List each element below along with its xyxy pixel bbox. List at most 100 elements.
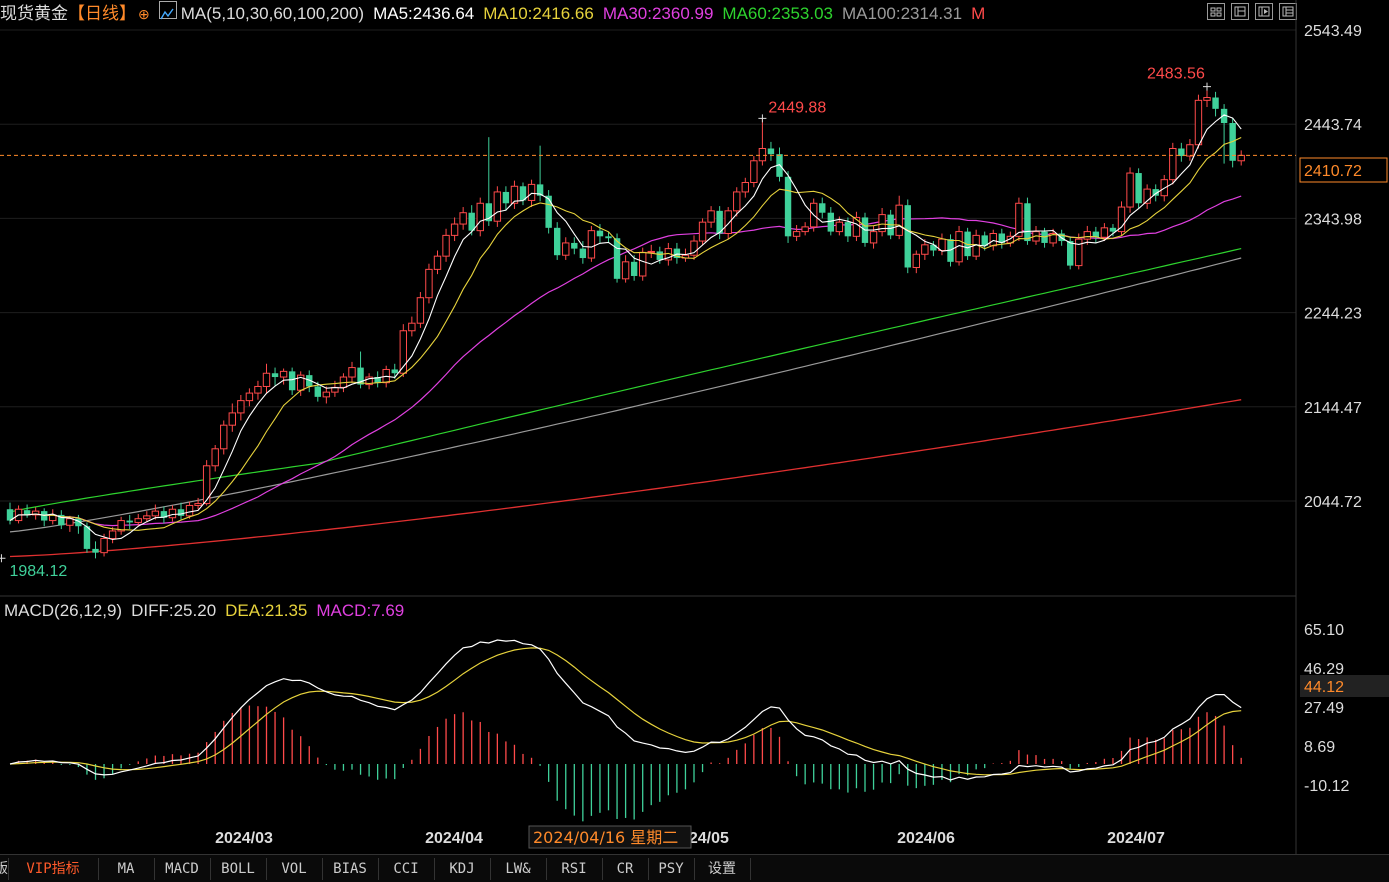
candle-body bbox=[758, 148, 767, 162]
candle-body bbox=[408, 322, 416, 332]
tab-boll[interactable]: BOLL bbox=[210, 858, 267, 880]
candle-body bbox=[1212, 97, 1219, 109]
grid-icon[interactable] bbox=[1207, 3, 1225, 20]
period-label[interactable]: 【日线】 bbox=[68, 4, 136, 23]
candle-body bbox=[92, 548, 99, 553]
more-ma-indicator[interactable]: M bbox=[971, 4, 986, 23]
candle-body bbox=[117, 520, 125, 532]
settings-target-icon[interactable]: ⊕ bbox=[138, 6, 150, 22]
crosshair-date-badge: 2024/04/16 星期二 bbox=[528, 825, 692, 849]
candle-body bbox=[1109, 227, 1117, 232]
candle-body bbox=[177, 509, 185, 516]
candle-body bbox=[493, 191, 502, 222]
candle-body bbox=[989, 232, 997, 247]
candle-body bbox=[630, 261, 638, 276]
macd-params[interactable]: MACD(26,12,9) bbox=[4, 601, 123, 620]
candle-body bbox=[519, 186, 527, 201]
macd-diff-line bbox=[9, 639, 1242, 781]
candle-body bbox=[621, 261, 630, 280]
price-tick-label: 2144.47 bbox=[1304, 400, 1362, 417]
chart-type-icon[interactable] bbox=[158, 1, 177, 20]
candle-body bbox=[160, 511, 168, 518]
tab-[interactable]: 设置 bbox=[694, 858, 751, 880]
tab-cr[interactable]: CR bbox=[602, 858, 649, 880]
candle-body bbox=[784, 176, 792, 237]
candle-body bbox=[673, 248, 681, 259]
extreme-marker bbox=[758, 114, 767, 123]
candle-body bbox=[536, 184, 544, 196]
candle-body bbox=[571, 242, 578, 249]
candle-body bbox=[433, 255, 442, 270]
tab-lw[interactable]: LW& bbox=[490, 858, 547, 880]
macd-tick-label: -10.12 bbox=[1304, 778, 1349, 795]
candle-body bbox=[450, 223, 459, 236]
macd-tick-label: 65.10 bbox=[1304, 622, 1344, 639]
macd-tick-label: 27.49 bbox=[1304, 700, 1344, 717]
candle-body bbox=[1117, 206, 1126, 233]
candle-body bbox=[254, 385, 262, 394]
candle-body bbox=[100, 538, 108, 554]
indicator-tab-bar: 版 VIP指标 MA MACD BOLL VOL BIAS CCI KDJ LW& RSI CR PSY… bbox=[0, 854, 1389, 882]
price-tick-label: 2443.74 bbox=[1304, 117, 1362, 134]
candle-body bbox=[194, 503, 202, 506]
candle-body bbox=[1135, 173, 1142, 204]
candle-body bbox=[844, 222, 852, 237]
tab-ma[interactable]: MA bbox=[98, 858, 155, 880]
tab-vol[interactable]: VOL bbox=[266, 858, 323, 880]
annotation-high-1: 2449.88 bbox=[768, 99, 826, 116]
candle-body bbox=[66, 518, 74, 526]
current-price-badge: 2410.72 bbox=[1299, 157, 1388, 183]
candle-body bbox=[690, 240, 698, 256]
candle-body bbox=[476, 202, 484, 232]
price-axis: 2543.49 2443.74 2343.98 2244.23 2144.47 2044.… bbox=[1304, 23, 1362, 511]
candle-body bbox=[639, 251, 647, 277]
layout-a-icon[interactable] bbox=[1231, 3, 1249, 20]
annotation-high-2: 2483.56 bbox=[1147, 66, 1205, 83]
candle-body bbox=[921, 244, 929, 255]
candle-body bbox=[58, 514, 65, 526]
x-tick-label: 2024/06 bbox=[897, 830, 955, 847]
tab-rsi[interactable]: RSI bbox=[546, 858, 603, 880]
tab-kdj[interactable]: KDJ bbox=[434, 858, 491, 880]
candle-body bbox=[1194, 99, 1203, 146]
ma60-value: MA60:2353.03 bbox=[722, 4, 834, 23]
candle-body bbox=[527, 183, 536, 201]
tab-vip[interactable]: VIP指标 bbox=[8, 858, 99, 880]
candle-body bbox=[306, 375, 313, 387]
candle-body bbox=[878, 214, 886, 233]
tab-bias[interactable]: BIAS bbox=[322, 858, 379, 880]
candle-body bbox=[374, 377, 381, 383]
price-header: 现货黄金【日线】 ⊕ MA(5,10,30,60,100,200) MA5:2436.… bbox=[0, 0, 1296, 28]
candle-body bbox=[485, 203, 492, 222]
candle-body bbox=[468, 212, 475, 231]
candle-body bbox=[562, 242, 570, 256]
current-price-label: 2410.72 bbox=[1304, 163, 1362, 180]
candle-body bbox=[596, 230, 604, 237]
tab-psy[interactable]: PSY bbox=[648, 858, 695, 880]
candle-body bbox=[211, 448, 219, 467]
candle-body bbox=[185, 504, 194, 517]
layout-b-icon[interactable] bbox=[1255, 3, 1273, 20]
candle-body bbox=[587, 230, 596, 259]
tab-cci[interactable]: CCI bbox=[378, 858, 435, 880]
candle-body bbox=[707, 210, 715, 223]
candle-body bbox=[108, 530, 117, 540]
candle-body bbox=[126, 520, 133, 523]
candle-body bbox=[348, 367, 356, 378]
candle-body bbox=[750, 160, 758, 183]
annotation-low: 1984.12 bbox=[9, 563, 67, 580]
price-tick-label: 2244.23 bbox=[1304, 306, 1362, 323]
candle-body bbox=[357, 367, 364, 385]
price-chart[interactable]: 2543.49 2443.74 2343.98 2244.23 2144.47 2044.… bbox=[0, 0, 1389, 854]
candle-body bbox=[656, 251, 663, 260]
x-tick-label: 2024/07 bbox=[1107, 830, 1165, 847]
candles[interactable] bbox=[0, 82, 1245, 563]
candle-body bbox=[1203, 97, 1211, 101]
candle-body bbox=[852, 216, 861, 237]
candle-body bbox=[510, 185, 519, 204]
tab-[interactable]: 版 bbox=[0, 858, 9, 880]
tab-macd[interactable]: MACD bbox=[154, 858, 211, 880]
ma-params[interactable]: MA(5,10,30,60,100,200) bbox=[180, 4, 365, 23]
candle-body bbox=[716, 210, 723, 234]
candle-body bbox=[425, 268, 433, 299]
